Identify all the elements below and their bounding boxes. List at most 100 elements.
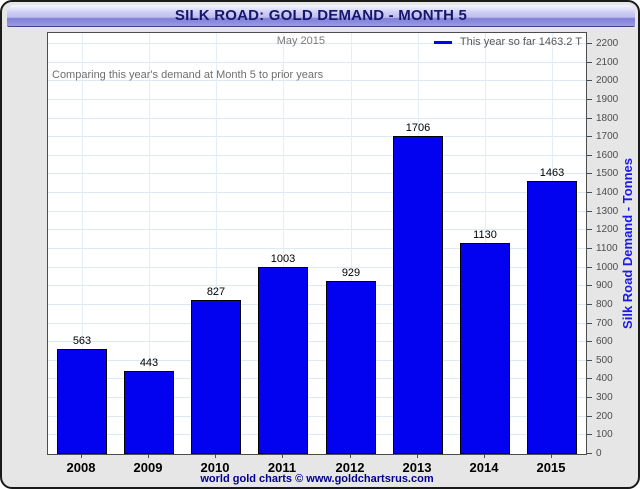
- bar-2013: [393, 136, 443, 454]
- x-axis-label: 2008: [66, 460, 96, 475]
- grid-line-horizontal: [48, 98, 586, 100]
- bar-2008: [57, 349, 107, 454]
- bar-value-label: 929: [341, 267, 361, 279]
- y-tick-label: 500: [596, 354, 613, 366]
- grid-line-horizontal: [48, 397, 586, 399]
- grid-line-horizontal: [48, 117, 586, 119]
- grid-line-horizontal: [48, 210, 586, 212]
- y-tick-label: 1000: [596, 261, 619, 273]
- y-tick: [587, 248, 592, 249]
- grid-line-horizontal: [48, 415, 586, 417]
- x-tick: [148, 455, 149, 458]
- y-tick-label: 1200: [596, 224, 619, 236]
- y-tick-label: 1100: [596, 243, 618, 254]
- y-tick-label: 2200: [596, 38, 619, 49]
- y-tick: [587, 136, 592, 138]
- grid-line-horizontal: [48, 248, 586, 249]
- grid-line-horizontal: [48, 303, 586, 305]
- y-tick: [587, 80, 592, 82]
- x-tick: [551, 455, 552, 458]
- x-axis-label: 2014: [469, 460, 499, 475]
- y-tick: [587, 434, 592, 436]
- bar-2015: [527, 181, 577, 454]
- y-tick: [587, 322, 592, 324]
- y-tick: [587, 61, 592, 63]
- y-tick-label: 800: [596, 298, 613, 310]
- y-tick-label: 400: [596, 373, 613, 385]
- grid-line-horizontal: [48, 154, 586, 156]
- legend-label: This year so far 1463.2 T: [459, 36, 582, 48]
- y-tick-label: 100: [596, 429, 613, 441]
- grid-line-vertical: [82, 33, 83, 454]
- grid-line-horizontal: [48, 43, 586, 44]
- bar-value-label: 1706: [405, 122, 431, 134]
- x-axis-label: 2009: [133, 460, 163, 475]
- y-tick: [587, 397, 592, 399]
- chart-subtitle: May 2015: [276, 35, 326, 47]
- grid-line-horizontal: [48, 136, 586, 138]
- x-tick: [282, 455, 283, 458]
- x-tick: [350, 455, 351, 458]
- bar-value-label: 827: [206, 286, 226, 298]
- plot-area: 563 443 827 1003 929 1706 1130 1463 May 2015 Th…: [47, 32, 587, 455]
- bar-value-label: 1130: [473, 229, 497, 241]
- bar-2012: [326, 281, 376, 454]
- x-tick: [81, 455, 82, 458]
- title-bar: SILK ROAD: GOLD DEMAND - MONTH 5: [7, 5, 635, 27]
- y-tick: [587, 192, 592, 194]
- y-axis-right: 0 100 200 300 400 500 600 700 800 900 1000 1100 1200…: [587, 32, 638, 459]
- y-tick: [587, 359, 592, 361]
- y-tick: [587, 154, 592, 156]
- y-tick-label: 900: [596, 280, 613, 292]
- y-tick-label: 1700: [596, 131, 619, 143]
- y-tick: [587, 266, 592, 268]
- y-tick: [587, 43, 592, 44]
- grid-line-horizontal: [48, 61, 586, 63]
- bar-2014: [460, 243, 510, 454]
- grid-line-horizontal: [48, 341, 586, 343]
- bar-value-label: 1003: [270, 253, 296, 265]
- plot-inner: 563 443 827 1003 929 1706 1130 1463: [48, 33, 586, 454]
- y-tick: [587, 285, 592, 287]
- x-tick: [417, 455, 418, 458]
- x-tick: [215, 455, 216, 458]
- grid-line-horizontal: [48, 266, 586, 268]
- bar-value-label: 443: [139, 357, 159, 369]
- bar-value-label: 563: [72, 335, 92, 347]
- y-tick-label: 600: [596, 336, 613, 348]
- y-tick: [587, 303, 592, 305]
- y-tick-label: 200: [596, 410, 613, 422]
- grid-line-horizontal: [48, 434, 586, 436]
- x-axis-label: 2015: [536, 460, 566, 475]
- y-tick: [587, 173, 592, 175]
- y-tick-label: 1500: [596, 168, 619, 180]
- x-axis: 2008 2009 2010 2011 2012 2013 2014 2015: [47, 455, 587, 477]
- y-tick: [587, 98, 592, 100]
- x-axis-label: 2013: [402, 460, 432, 475]
- legend-line-marker: [433, 40, 452, 44]
- grid-line-horizontal: [48, 285, 586, 287]
- y-tick-label: 1900: [596, 93, 619, 105]
- grid-line-vertical: [283, 33, 284, 454]
- grid-line-vertical: [351, 33, 352, 454]
- y-tick: [587, 229, 592, 231]
- y-tick-label: 0: [596, 448, 602, 459]
- y-tick: [587, 453, 592, 454]
- grid-line-horizontal: [48, 359, 586, 361]
- y-tick-label: 1300: [596, 205, 619, 217]
- bar-value-label: 1463: [539, 167, 565, 179]
- x-axis-label: 2010: [200, 460, 230, 475]
- page-title: SILK ROAD: GOLD DEMAND - MONTH 5: [174, 7, 468, 24]
- y-tick: [587, 415, 592, 417]
- y-tick: [587, 117, 592, 119]
- grid-line-horizontal: [48, 80, 586, 82]
- y-axis-title-wrap: Silk Road Demand - Tonnes: [614, 32, 638, 455]
- y-tick-label: 1400: [596, 187, 619, 199]
- grid-line-horizontal: [48, 322, 586, 324]
- grid-line-horizontal: [48, 229, 586, 231]
- bar-2009: [124, 371, 174, 454]
- x-axis-label: 2011: [267, 460, 297, 475]
- y-tick-label: 700: [596, 317, 613, 329]
